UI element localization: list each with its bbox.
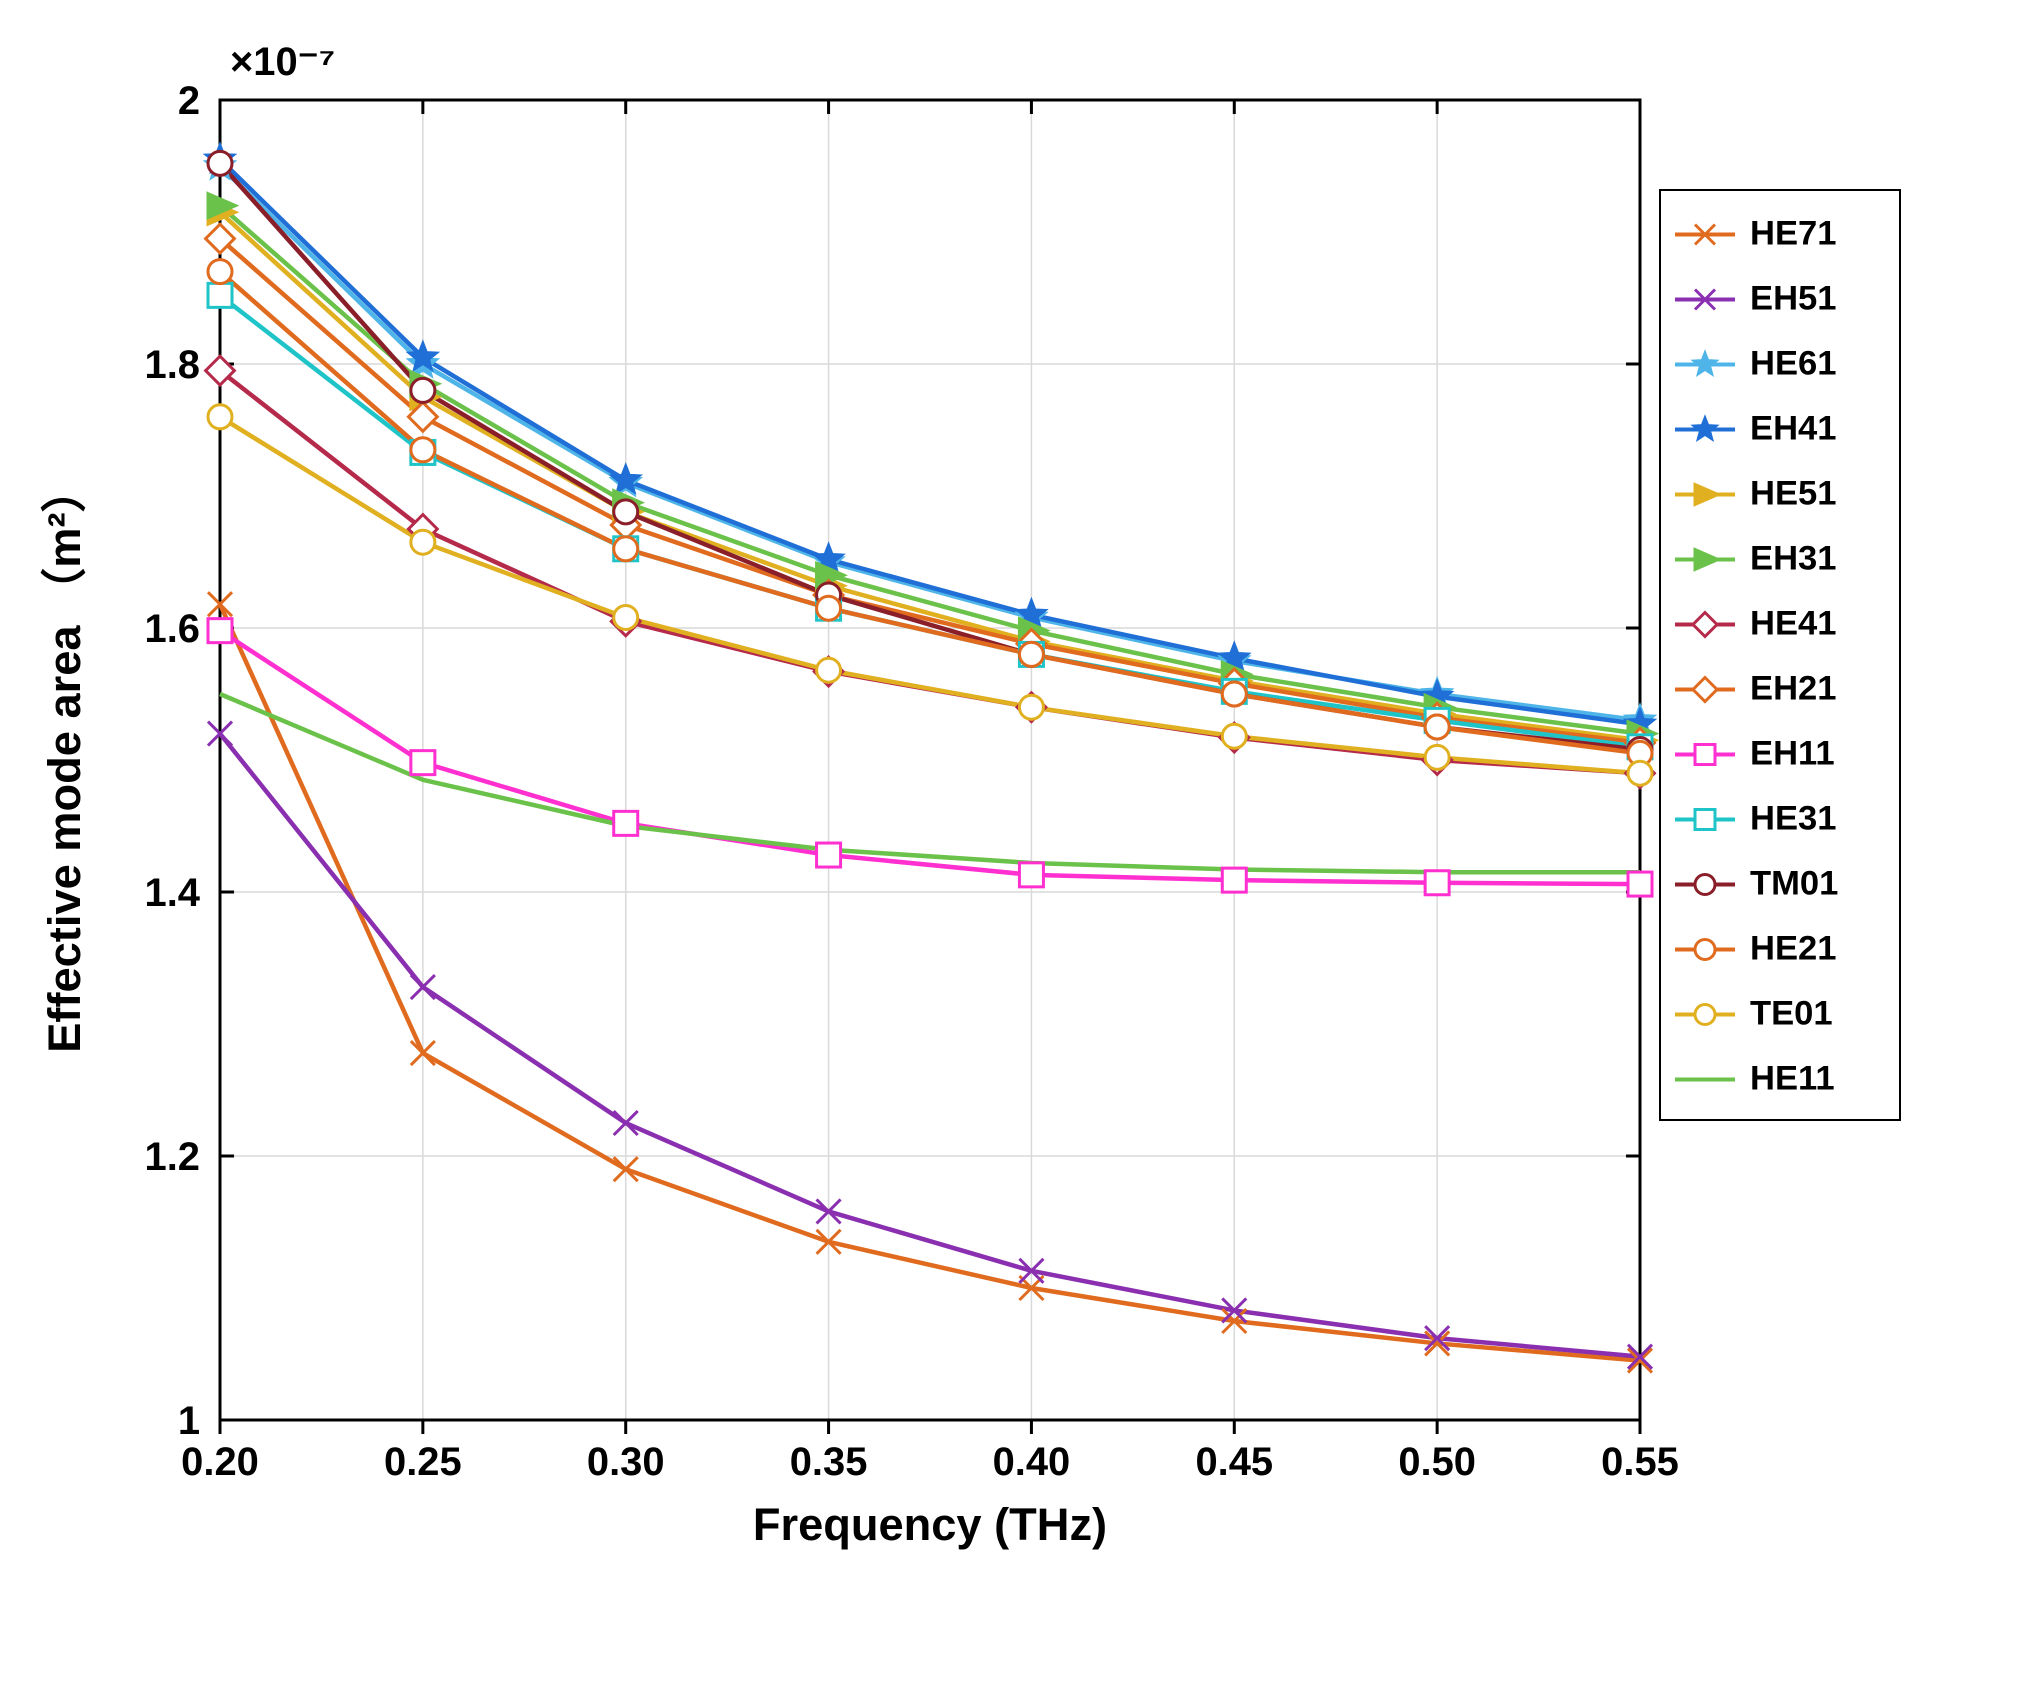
marker-circle — [1695, 940, 1715, 960]
legend-label: HE21 — [1750, 930, 1837, 968]
xtick-label: 0.50 — [1398, 1440, 1476, 1484]
legend-label: HE71 — [1750, 215, 1837, 253]
marker-circle — [817, 658, 841, 682]
legend-label: EH11 — [1750, 735, 1835, 773]
marker-circle — [208, 405, 232, 429]
xtick-label: 0.55 — [1601, 1440, 1679, 1484]
legend-label: TE01 — [1750, 995, 1833, 1033]
marker-square — [208, 283, 232, 307]
marker-circle — [1019, 695, 1043, 719]
marker-square — [1019, 863, 1043, 887]
legend-label: HE41 — [1750, 605, 1837, 643]
legend-label: HE61 — [1750, 345, 1837, 383]
legend-label: HE11 — [1750, 1060, 1835, 1098]
marker-circle — [411, 438, 435, 462]
marker-square — [614, 811, 638, 835]
xtick-label: 0.45 — [1195, 1440, 1273, 1484]
legend-label: HE31 — [1750, 800, 1837, 838]
marker-circle — [614, 500, 638, 524]
xtick-label: 0.25 — [384, 1440, 462, 1484]
marker-square — [1425, 871, 1449, 895]
marker-circle — [817, 596, 841, 620]
ytick-label: 1.2 — [145, 1135, 200, 1179]
marker-square — [1695, 745, 1715, 765]
marker-circle — [1425, 745, 1449, 769]
ytick-label: 1.4 — [145, 871, 200, 915]
marker-circle — [1628, 761, 1652, 785]
marker-square — [1222, 868, 1246, 892]
marker-circle — [1222, 724, 1246, 748]
marker-square — [208, 619, 232, 643]
marker-circle — [1019, 642, 1043, 666]
ylabel: Effective mode area （m²） — [39, 467, 90, 1053]
xtick-label: 0.30 — [587, 1440, 665, 1484]
xtick-label: 0.40 — [993, 1440, 1071, 1484]
marker-circle — [411, 378, 435, 402]
marker-square — [1695, 810, 1715, 830]
marker-circle — [208, 260, 232, 284]
marker-square — [411, 751, 435, 775]
y-exponent-label: ×10⁻⁷ — [230, 40, 335, 84]
marker-circle — [614, 605, 638, 629]
ytick-label: 1 — [178, 1399, 200, 1443]
marker-circle — [614, 537, 638, 561]
legend-box — [1660, 190, 1900, 1120]
marker-square — [1628, 872, 1652, 896]
legend-label: EH31 — [1750, 540, 1837, 578]
legend-label: EH51 — [1750, 280, 1837, 318]
legend-label: EH21 — [1750, 670, 1837, 708]
ytick-label: 1.8 — [145, 343, 200, 387]
marker-circle — [1425, 715, 1449, 739]
xlabel: Frequency (THz) — [753, 1499, 1107, 1550]
effective-mode-area-chart: 0.20 0.25 0.30 0.35 0.40 0.45 0.50 0.55 1 1.2 1.4 1… — [0, 0, 2024, 1687]
marker-circle — [1695, 1005, 1715, 1025]
legend-label: TM01 — [1750, 865, 1838, 903]
marker-circle — [208, 151, 232, 175]
marker-circle — [1222, 682, 1246, 706]
marker-circle — [411, 530, 435, 554]
legend-label: HE51 — [1750, 475, 1837, 513]
legend-label: EH41 — [1750, 410, 1837, 448]
xtick-label: 0.20 — [181, 1440, 259, 1484]
marker-circle — [1695, 875, 1715, 895]
xtick-label: 0.35 — [790, 1440, 868, 1484]
chart-container: 0.20 0.25 0.30 0.35 0.40 0.45 0.50 0.55 1 1.2 1.4 1… — [0, 0, 2024, 1687]
marker-square — [817, 843, 841, 867]
ytick-label: 2 — [178, 79, 200, 123]
ytick-label: 1.6 — [145, 607, 200, 651]
